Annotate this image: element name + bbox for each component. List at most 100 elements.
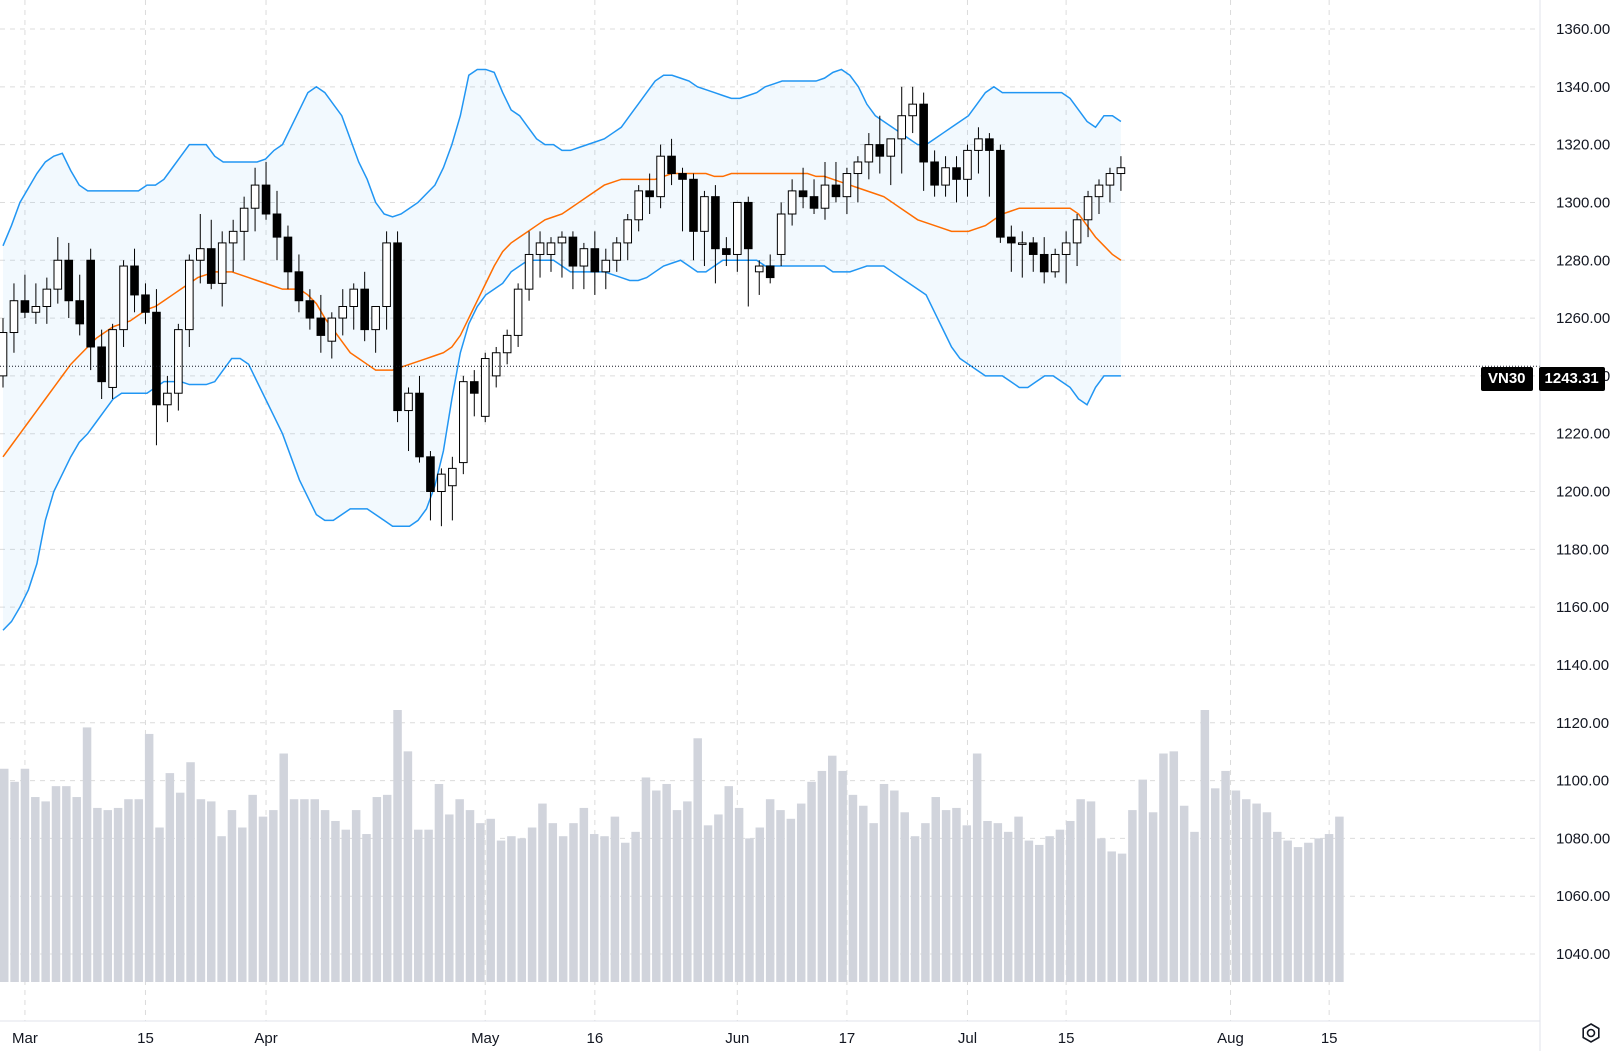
volume-bar [641, 777, 651, 982]
candle-body-down [64, 259, 74, 302]
candle [130, 248, 139, 313]
volume-bar [248, 794, 257, 982]
volume-bar [1117, 853, 1127, 982]
candle [524, 231, 534, 301]
candle-body-up [327, 317, 337, 342]
candle-body-up [448, 467, 457, 487]
volume-bar [82, 727, 92, 982]
volume-bar [734, 807, 744, 982]
volume-bar [828, 755, 837, 982]
volume-bar [424, 829, 433, 982]
candle-body-up [1094, 184, 1104, 198]
volume-bar [941, 810, 951, 982]
volume-bar [196, 799, 206, 982]
x-tick-label: 15 [1321, 1030, 1338, 1047]
candle-body-up [239, 207, 249, 232]
candle-body-down [930, 161, 939, 186]
candle [711, 185, 720, 284]
volume-bar [207, 801, 216, 982]
candle-body-down [831, 184, 841, 198]
volume-bar [300, 799, 309, 982]
candle-body-up [371, 306, 380, 331]
volume-bar [134, 799, 144, 982]
volume-bar [1169, 751, 1179, 982]
volume-bar [1262, 812, 1272, 982]
candle [776, 202, 786, 267]
candle [53, 237, 63, 304]
candle-body-down [996, 149, 1005, 238]
candle [349, 283, 359, 330]
y-tick-label: 1120.00 [1556, 715, 1609, 732]
candle [163, 375, 172, 423]
volume-bar [672, 810, 682, 982]
candle [437, 468, 446, 527]
volume-bar [921, 823, 930, 982]
candle [1116, 156, 1126, 191]
volume-bar [31, 797, 40, 982]
volume-bar [279, 753, 288, 982]
volume-bar [848, 794, 858, 982]
candle-body-up [612, 242, 622, 261]
candle [1072, 214, 1082, 267]
candle-body-up [108, 329, 117, 388]
candle [228, 219, 238, 272]
volume-bar [683, 801, 692, 982]
candle [1028, 237, 1038, 272]
volume-bar [320, 810, 330, 982]
candle [996, 144, 1005, 243]
candle-body-up [842, 173, 852, 198]
candle [568, 231, 578, 290]
candle-body-up [404, 392, 413, 412]
y-tick-label: 1300.00 [1556, 194, 1610, 211]
candle-body-up [634, 190, 643, 221]
candle-body-up [524, 253, 534, 290]
volume-bar [869, 823, 878, 982]
volume-bar [507, 836, 516, 982]
y-tick-label: 1060.00 [1556, 888, 1610, 905]
volume-bar [1066, 820, 1075, 982]
candle [108, 323, 117, 399]
volume-bar [1014, 816, 1023, 982]
volume-bar [393, 710, 402, 982]
volume-bar [445, 814, 454, 982]
candle-body-up [0, 332, 8, 377]
volume-bar [20, 768, 30, 982]
volume-bar [1024, 840, 1034, 982]
candle-body-down [272, 213, 282, 238]
candle-body-up [897, 115, 907, 140]
settings-gear-icon[interactable] [1580, 1022, 1602, 1044]
candle-body-up [53, 259, 63, 290]
volume-bar [238, 827, 247, 982]
candle [448, 456, 457, 521]
candle [272, 190, 282, 261]
volume-bar [817, 770, 827, 982]
candle [557, 231, 567, 278]
volume-bar [1128, 810, 1137, 982]
volume-bar [175, 792, 185, 982]
candle-body-up [754, 265, 764, 273]
volume-bar [569, 823, 578, 982]
candle-body-down [689, 178, 698, 232]
candle [601, 248, 611, 290]
x-tick-label: Jul [958, 1030, 977, 1047]
volume-bar [1242, 799, 1251, 982]
volume-bar [227, 810, 237, 982]
candle-body-down [469, 381, 479, 394]
volume-bar [962, 825, 972, 982]
candle-body-up [656, 155, 665, 198]
candle [612, 237, 622, 272]
candle [119, 260, 128, 347]
volume-bar [1293, 847, 1303, 982]
volume-bar [144, 733, 154, 982]
candle [1061, 231, 1071, 284]
volume-bar [517, 838, 526, 982]
volume-bar [331, 820, 340, 982]
candle-body-down [415, 392, 424, 458]
candle-body-down [152, 311, 161, 406]
candle-body-down [722, 248, 731, 255]
volume-bar [693, 738, 702, 982]
candle-body-up [163, 392, 172, 406]
y-tick-label: 1280.00 [1556, 252, 1610, 269]
volume-bar [269, 810, 278, 982]
